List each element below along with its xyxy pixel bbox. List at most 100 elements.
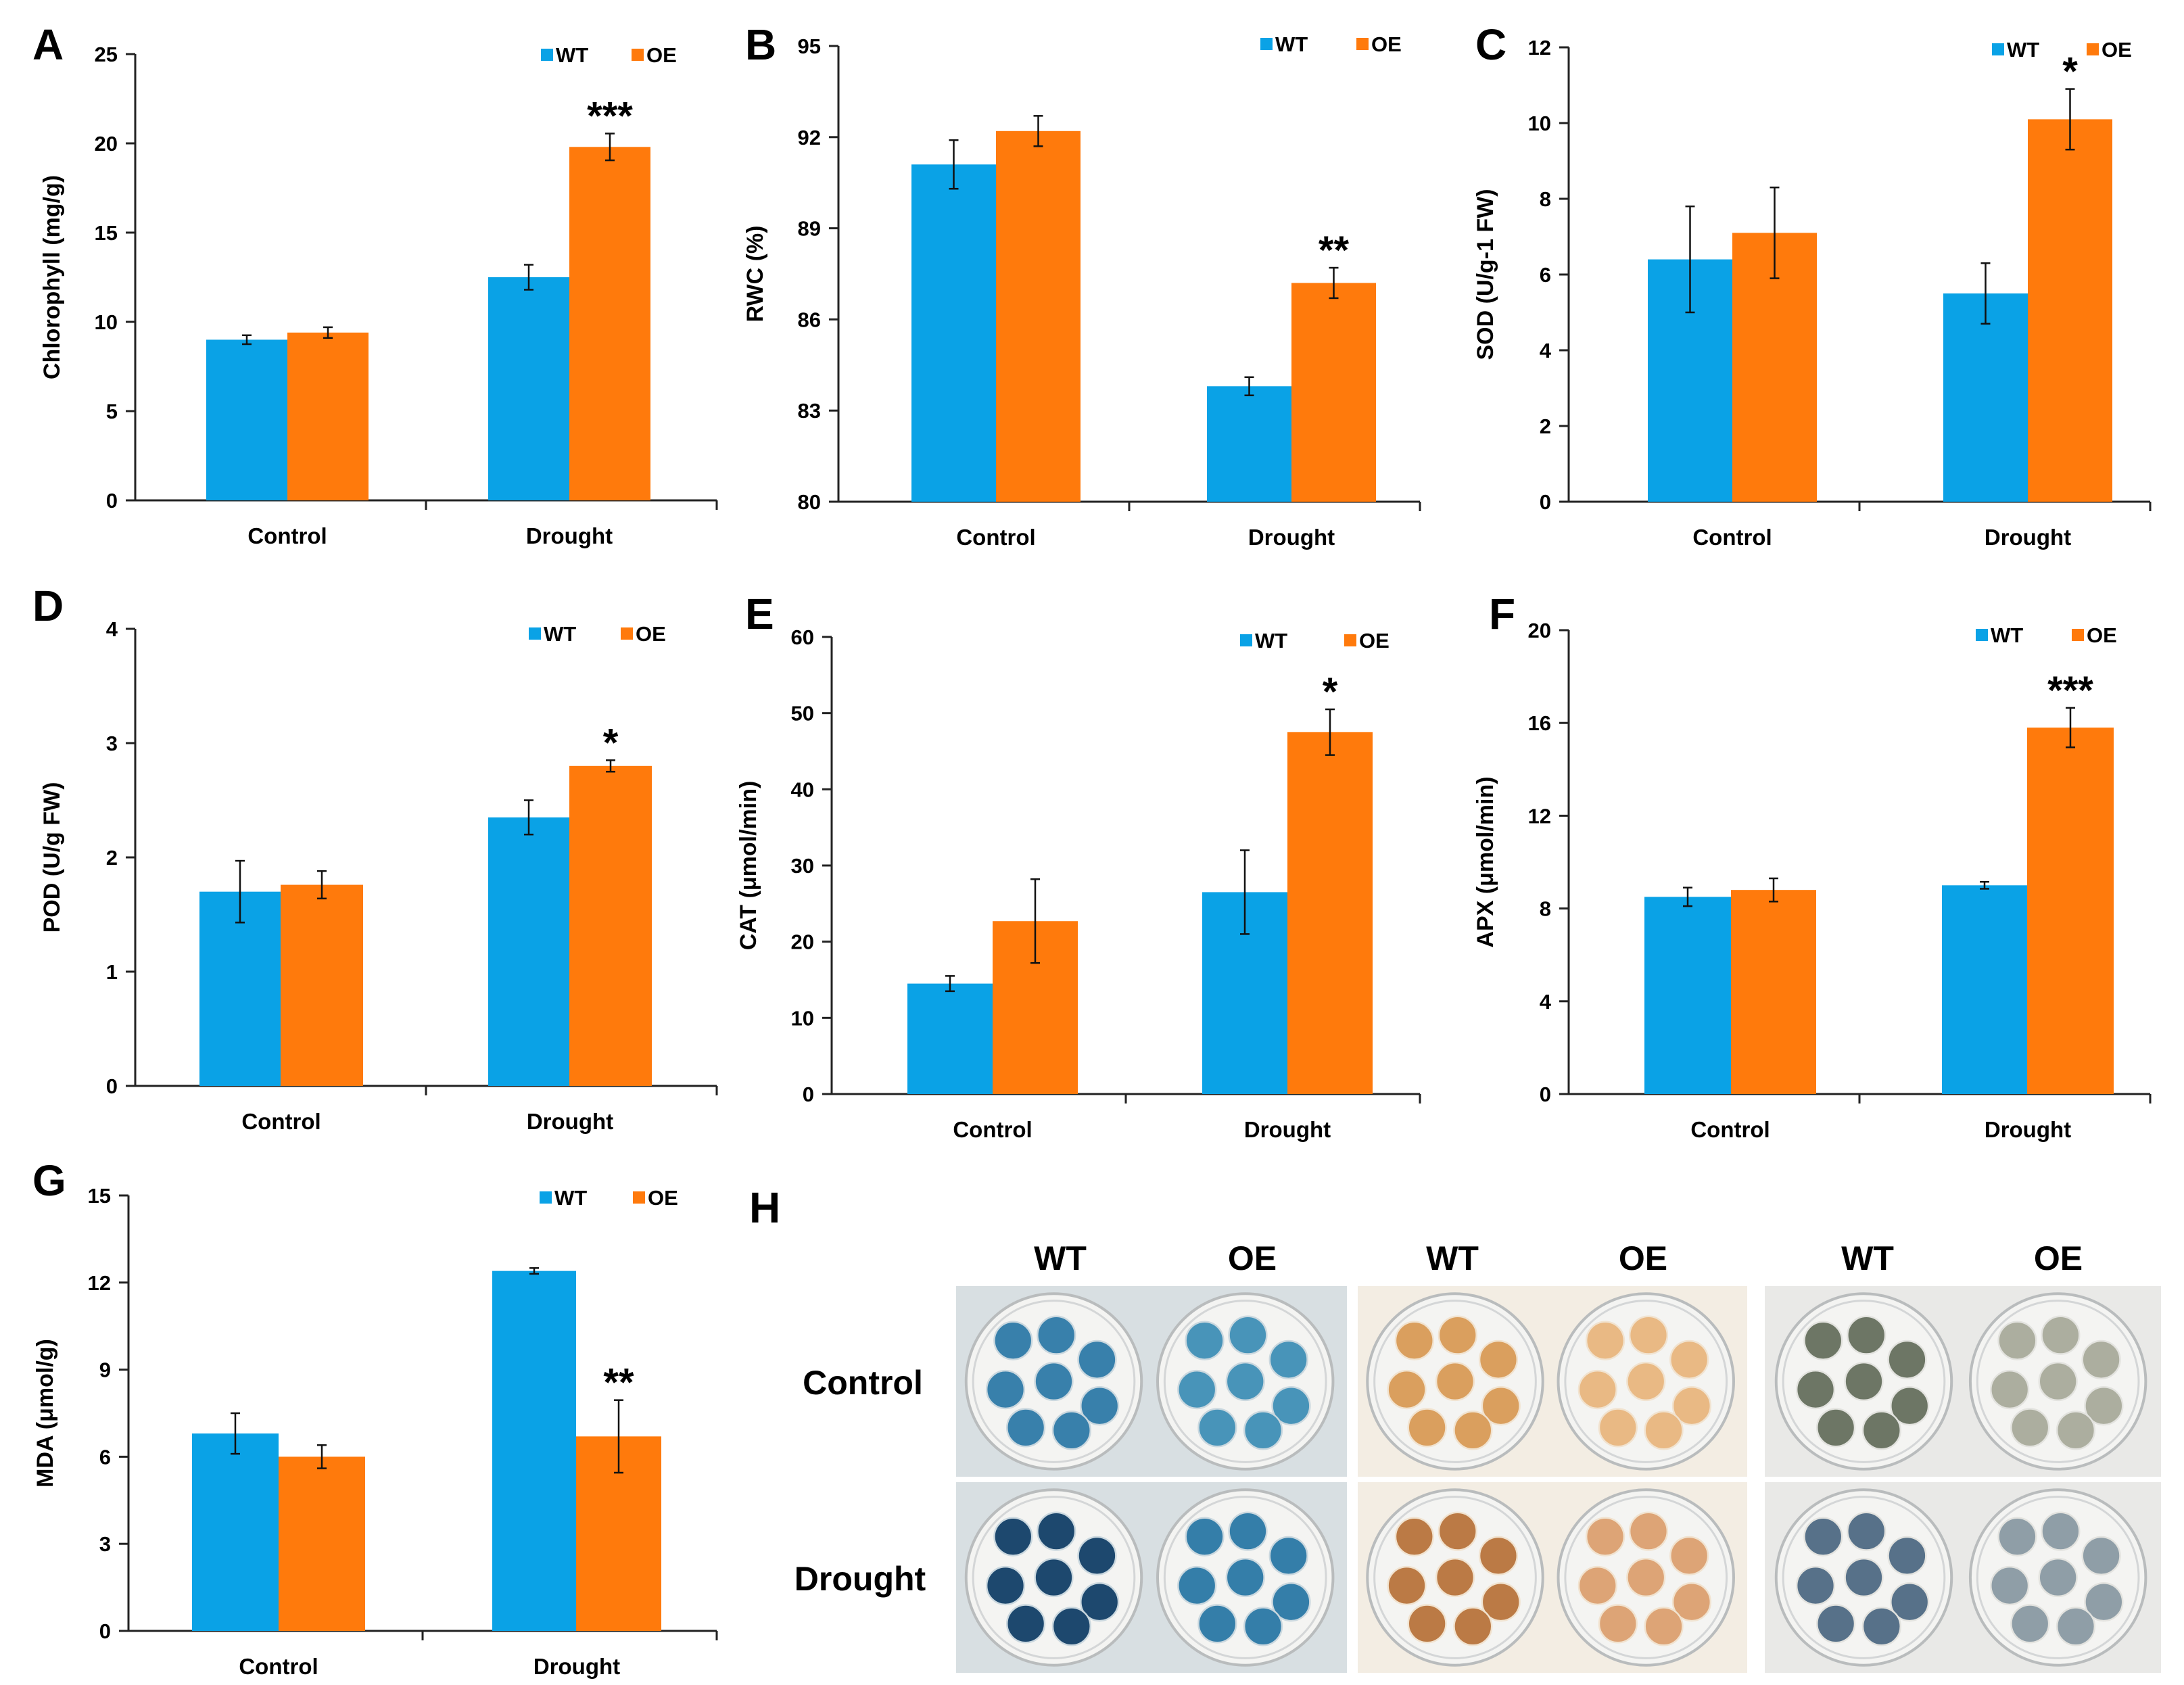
column-label-oe: OE bbox=[1228, 1239, 1277, 1277]
legend: WT OE bbox=[1240, 629, 1390, 652]
y-tick-label: 2 bbox=[106, 846, 118, 870]
petri-dish-rim bbox=[1373, 1300, 1537, 1463]
leaf-disc bbox=[1177, 1369, 1217, 1410]
leaf-disc bbox=[1185, 1517, 1225, 1557]
bar-wt-drought bbox=[488, 277, 569, 500]
y-tick-label: 2 bbox=[1540, 414, 1551, 438]
significance-marker: * bbox=[603, 721, 619, 765]
leaf-disc bbox=[1177, 1565, 1217, 1606]
chart-panel-b: B 80 83 86 89 92 95 RWC (%) Control Drought ** WT OE bbox=[742, 20, 1421, 550]
y-tick-label: 16 bbox=[1528, 711, 1551, 735]
bar-wt-drought bbox=[488, 817, 569, 1086]
y-tick-label: 20 bbox=[791, 930, 814, 954]
leaf-disc bbox=[2056, 1607, 2096, 1646]
leaf-disc bbox=[993, 1517, 1033, 1557]
column-label-oe: OE bbox=[2034, 1239, 2083, 1277]
leaf-disc bbox=[1795, 1369, 1836, 1410]
error-bar-oe-control bbox=[1033, 115, 1043, 147]
legend-swatch-oe bbox=[2072, 629, 2084, 641]
error-bar-oe-drought bbox=[614, 1399, 623, 1474]
petri-dish-rim bbox=[1976, 1300, 2140, 1463]
y-tick-label: 0 bbox=[99, 1619, 111, 1643]
x-tick-label-drought: Drought bbox=[527, 1109, 613, 1134]
stain-photo-gray-control bbox=[1765, 1286, 2161, 1477]
leaf-disc bbox=[1243, 1607, 1283, 1646]
y-tick-label: 12 bbox=[88, 1271, 111, 1295]
leaf-disc bbox=[1005, 1408, 1046, 1448]
bar-wt-drought bbox=[1942, 885, 2027, 1094]
error-bar-wt-control bbox=[231, 1412, 240, 1455]
y-tick-label: 12 bbox=[1528, 804, 1551, 828]
bar-wt-drought bbox=[1207, 386, 1291, 502]
legend: WT OE bbox=[529, 622, 666, 646]
y-tick-label: 25 bbox=[95, 43, 118, 66]
legend-swatch-oe bbox=[1344, 634, 1356, 646]
bar-wt-control bbox=[1644, 897, 1731, 1094]
leaf-disc bbox=[1628, 1511, 1669, 1551]
leaf-disc bbox=[1453, 1607, 1493, 1646]
stain-photo-brown-control bbox=[1358, 1286, 1747, 1477]
panel-letter: H bbox=[749, 1183, 780, 1232]
leaf-disc bbox=[1080, 1386, 1120, 1426]
x-tick-label-control: Control bbox=[239, 1654, 318, 1679]
bar-oe-drought bbox=[2028, 119, 2112, 502]
leaf-disc bbox=[1577, 1369, 1617, 1410]
error-bar-oe-drought bbox=[1325, 708, 1335, 756]
leaf-disc bbox=[1225, 1557, 1265, 1598]
legend: WT OE bbox=[1992, 38, 2132, 62]
y-tick-label: 4 bbox=[1540, 339, 1552, 362]
y-axis-label: SOD (U/g-1 FW) bbox=[1473, 189, 1498, 360]
leaf-disc bbox=[2010, 1408, 2050, 1448]
y-tick-label: 6 bbox=[99, 1445, 111, 1469]
significance-marker: * bbox=[1323, 670, 1338, 714]
y-tick-label: 9 bbox=[99, 1358, 111, 1382]
y-axis-label: Chlorophyll (mg/g) bbox=[39, 175, 65, 379]
leaf-disc bbox=[1051, 1607, 1091, 1646]
stain-photo-blue-drought bbox=[956, 1482, 1347, 1673]
petri-dish-rim bbox=[1564, 1496, 1728, 1659]
y-tick-label: 12 bbox=[1528, 36, 1551, 60]
petri-dish-rim bbox=[972, 1300, 1136, 1463]
row-label-control: Control bbox=[803, 1364, 923, 1402]
legend: WT OE bbox=[541, 43, 677, 67]
x-tick-label-drought: Drought bbox=[526, 523, 613, 548]
panel-letter: A bbox=[32, 20, 64, 69]
leaf-disc bbox=[1478, 1536, 1519, 1575]
petri-dish-rim bbox=[1564, 1300, 1728, 1463]
leaf-disc bbox=[2084, 1582, 2124, 1622]
leaf-disc bbox=[1394, 1321, 1434, 1360]
error-bar-wt-control bbox=[1685, 205, 1695, 314]
y-axis-label: CAT (μmol/min) bbox=[736, 781, 761, 951]
legend-swatch-oe bbox=[632, 49, 644, 61]
leaf-disc bbox=[1628, 1315, 1669, 1355]
y-tick-label: 10 bbox=[95, 310, 118, 334]
y-tick-label: 30 bbox=[791, 854, 814, 878]
legend-swatch-wt bbox=[1976, 629, 1988, 641]
leaf-disc bbox=[1598, 1408, 1638, 1448]
leaf-disc bbox=[1644, 1410, 1684, 1450]
y-tick-label: 60 bbox=[791, 625, 814, 649]
significance-marker: *** bbox=[587, 94, 633, 138]
leaf-disc bbox=[1481, 1582, 1521, 1622]
error-bar-oe-drought bbox=[606, 759, 615, 773]
legend-swatch-oe bbox=[1356, 38, 1369, 50]
legend-swatch-oe bbox=[621, 627, 633, 640]
leaf-disc bbox=[1407, 1408, 1447, 1448]
stain-photo-brown-drought bbox=[1358, 1482, 1747, 1673]
leaf-disc bbox=[993, 1321, 1033, 1360]
x-tick-label-drought: Drought bbox=[1244, 1117, 1331, 1142]
column-label-wt: WT bbox=[1841, 1239, 1894, 1277]
error-bar-wt-control bbox=[1683, 886, 1692, 907]
y-tick-label: 20 bbox=[95, 132, 118, 156]
y-tick-label: 3 bbox=[106, 732, 118, 755]
significance-marker: ** bbox=[603, 1361, 634, 1405]
leaf-disc bbox=[1197, 1408, 1237, 1448]
leaf-disc bbox=[1407, 1604, 1447, 1644]
leaf-disc bbox=[1644, 1607, 1684, 1646]
error-bar-wt-drought bbox=[524, 799, 533, 836]
y-tick-label: 80 bbox=[798, 490, 821, 514]
legend: WT OE bbox=[540, 1186, 678, 1210]
error-bar-oe-drought bbox=[2065, 88, 2075, 151]
leaf-disc bbox=[1185, 1321, 1225, 1360]
leaf-disc bbox=[1585, 1517, 1625, 1557]
